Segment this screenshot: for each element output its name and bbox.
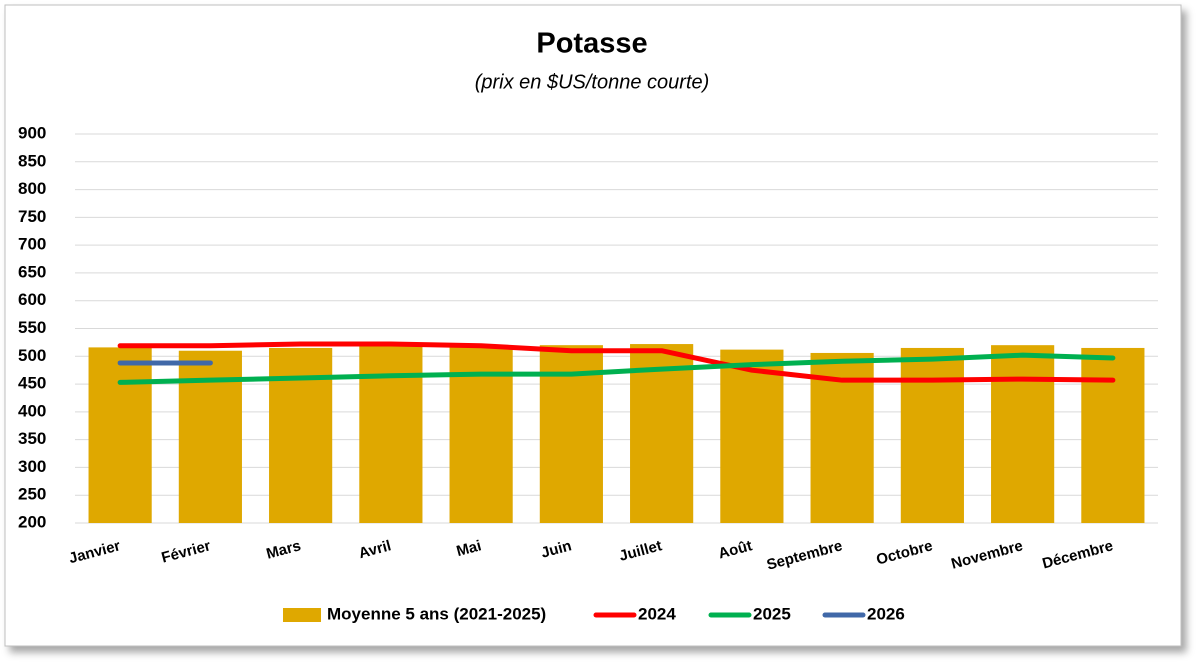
bar	[991, 345, 1055, 523]
legend-swatch	[283, 608, 321, 622]
chart-title: Potasse	[536, 28, 647, 60]
bar	[178, 350, 242, 523]
bar	[1081, 347, 1145, 523]
y-tick-label: 850	[18, 151, 46, 170]
bar	[88, 347, 152, 523]
line-series	[117, 352, 1116, 385]
bar	[720, 349, 784, 523]
legend-label: Moyenne 5 ans (2021-2025)	[327, 604, 546, 623]
y-tick-label: 200	[18, 512, 46, 531]
y-tick-label: 250	[18, 485, 46, 504]
legend-label: 2025	[753, 604, 791, 623]
legend-label: 2026	[867, 604, 905, 623]
bar	[359, 345, 423, 523]
y-tick-label: 600	[18, 290, 46, 309]
bar	[630, 344, 694, 523]
y-tick-label: 400	[18, 401, 46, 420]
y-tick-label: 900	[18, 123, 46, 142]
chart-frame	[4, 4, 1182, 647]
bar	[900, 347, 964, 523]
x-tick-label: Mai	[455, 537, 484, 560]
y-tick-label: 300	[18, 457, 46, 476]
y-tick-label: 800	[18, 179, 46, 198]
y-tick-label: 650	[18, 262, 46, 281]
y-tick-label: 750	[18, 207, 46, 226]
y-tick-label: 500	[18, 346, 46, 365]
y-tick-label: 450	[18, 374, 46, 393]
chart-subtitle: (prix en $US/tonne courte)	[475, 71, 710, 93]
y-tick-label: 350	[18, 429, 46, 448]
y-tick-label: 700	[18, 235, 46, 254]
y-tick-label: 550	[18, 318, 46, 337]
bar	[269, 347, 333, 523]
legend-label: 2024	[638, 604, 676, 623]
line-series	[117, 341, 1116, 383]
